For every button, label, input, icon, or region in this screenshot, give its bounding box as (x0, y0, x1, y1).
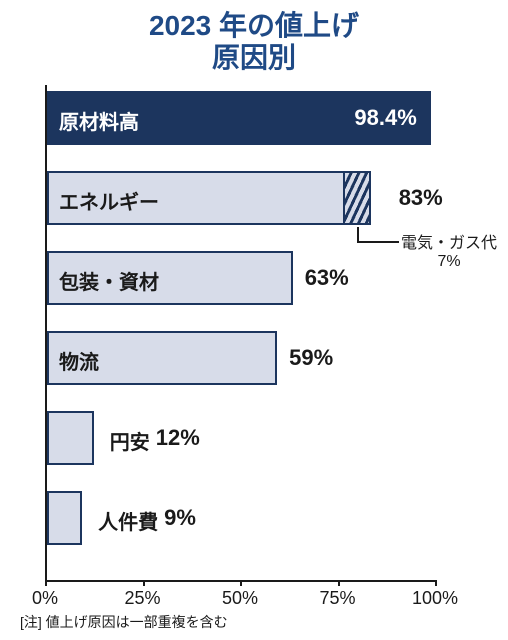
callout-line-2: 7% (437, 253, 460, 270)
x-tick-label: 75% (319, 588, 355, 609)
bar-4-label: 円安 (110, 426, 150, 455)
x-tick (240, 580, 242, 586)
callout-line-vert (357, 227, 359, 241)
callout-label: 電気・ガス代7% (401, 229, 497, 271)
x-tick-label: 100% (412, 588, 458, 609)
title-line-1: 2023 年の値上げ (149, 10, 359, 41)
chart-title: 2023 年の値上げ 原因別 (0, 10, 508, 74)
x-tick (435, 580, 437, 586)
x-tick (45, 580, 47, 586)
bar-5-value: 9% (164, 505, 196, 531)
bar-0-label: 原材料高 (59, 106, 139, 135)
footnote: [注] 値上げ原因は一部重複を含む (20, 612, 228, 632)
x-tick (143, 580, 145, 586)
callout-line-1: 電気・ガス代 (401, 235, 497, 252)
bar-3-value: 59% (289, 345, 333, 371)
bar-3-label: 物流 (59, 346, 99, 375)
bar-1-value: 83% (399, 185, 443, 211)
bar-5-label: 人件費 (98, 506, 158, 535)
plot-area: 0%25%50%75%100%原材料高98.4%エネルギー83%包装・資材63%… (45, 85, 435, 580)
bar-2-value: 63% (305, 265, 349, 291)
chart-container: 2023 年の値上げ 原因別 0% 25% 50% 75% 100% 原材料高 98.4% エ… (0, 0, 508, 640)
callout-line-horz (357, 241, 399, 243)
bar-2-label: 包装・資材 (59, 266, 159, 295)
x-tick-label: 25% (124, 588, 160, 609)
x-tick-label: 50% (222, 588, 258, 609)
x-tick-label: 0% (32, 588, 58, 609)
x-tick (338, 580, 340, 586)
bar-1-label: エネルギー (59, 186, 159, 215)
bar-4-value: 12% (156, 425, 200, 451)
bar-4 (47, 411, 94, 465)
bar-0-value: 98.4% (354, 105, 416, 131)
bar-1-hatch (343, 171, 370, 225)
title-line-2: 原因別 (212, 42, 296, 73)
bar-5 (47, 491, 82, 545)
